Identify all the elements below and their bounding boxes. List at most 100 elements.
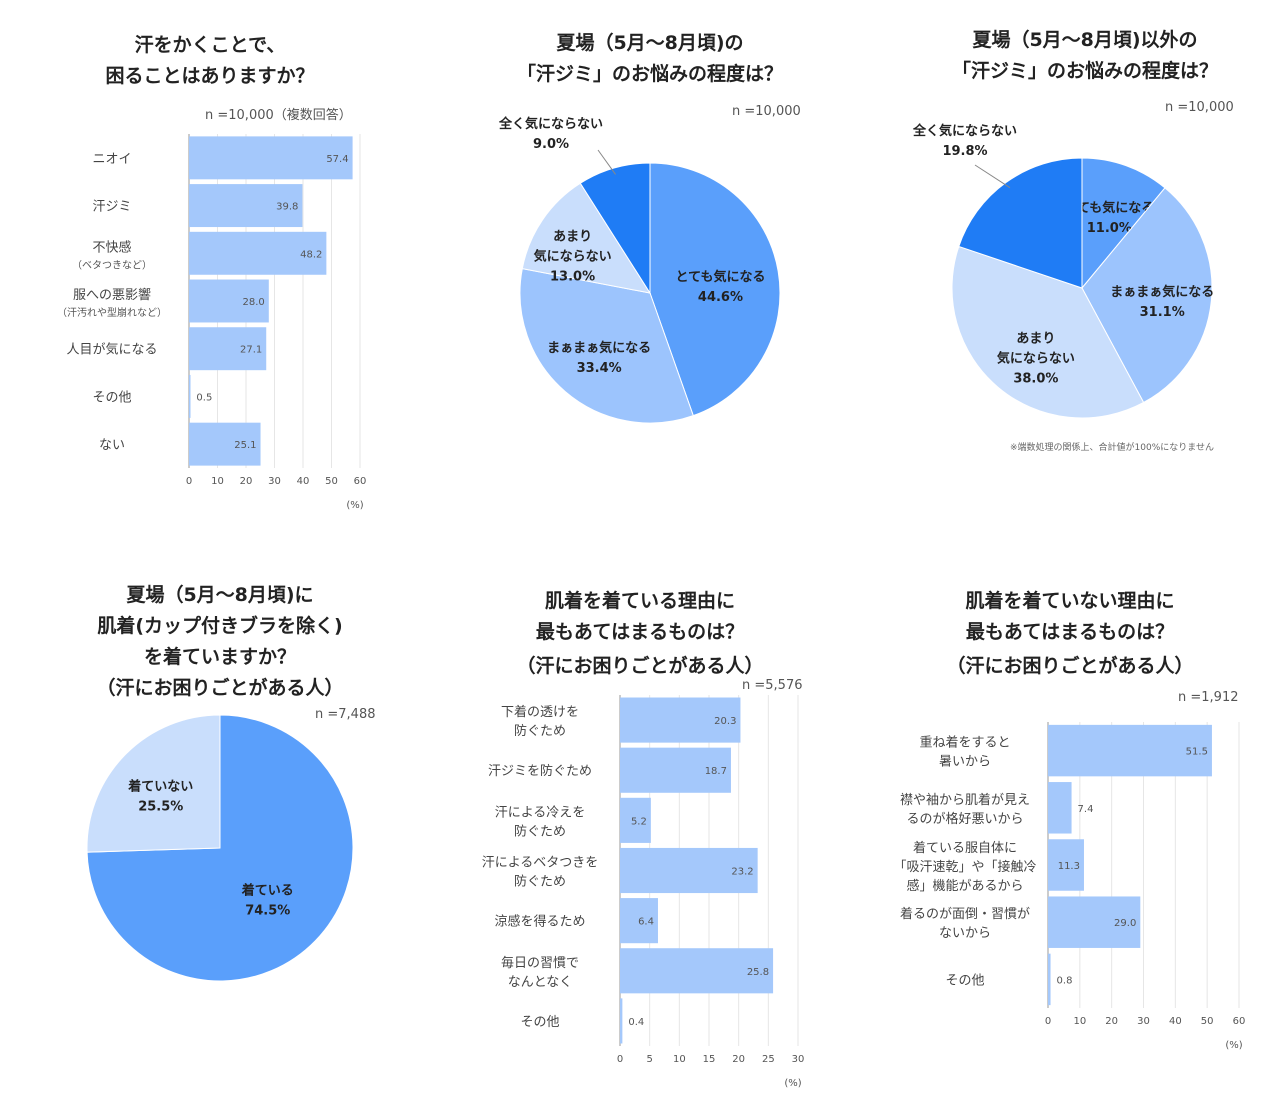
chart5-data-label: 23.2	[731, 867, 753, 878]
chart1-x-tick-label: 10	[211, 476, 224, 487]
chart6-data-label: 7.4	[1078, 804, 1094, 815]
chart4-slice-value: 74.5%	[245, 903, 290, 918]
chart3-pie-slice	[951, 245, 1145, 419]
chart5-x-tick-label: 30	[792, 1054, 805, 1065]
chart6-data-label: 0.8	[1057, 975, 1073, 986]
chart1-bar	[189, 279, 269, 323]
chart1-title: 汗をかくことで、 困ることはありますか？	[105, 34, 315, 87]
chart6-n: n =1,912	[1178, 690, 1239, 705]
chart6-data-label: 51.5	[1186, 747, 1208, 758]
chart5-bar	[620, 747, 731, 793]
chart1-data-label: 28.0	[243, 297, 265, 308]
chart6-x-tick-label: 0	[1045, 1016, 1051, 1027]
chart6-bar	[1048, 839, 1084, 891]
chart4-slice-label: 着ている	[241, 882, 294, 898]
chart3-slice-label: あまり気にならない	[997, 332, 1075, 367]
chart1-x-tick-label: 20	[240, 476, 253, 487]
chart3-pie-slice	[1081, 187, 1213, 404]
chart2-slice-value: 33.4%	[577, 361, 622, 376]
chart1-category-label: その他	[92, 390, 131, 405]
chart5-x-tick-label: 10	[673, 1054, 686, 1065]
chart5-data-label: 6.4	[638, 917, 654, 928]
chart2-slice-label: まぁまぁ気になる	[547, 340, 651, 356]
chart6-subtitle: （汗にお困りごとがある人）	[946, 655, 1194, 677]
chart5-category-label: 汗による冷えを防ぐため	[495, 805, 586, 839]
chart5-category-label: 涼感を得るため	[494, 914, 585, 930]
chart5-bar	[620, 998, 623, 1044]
chart3-pie-slice	[958, 157, 1083, 289]
chart5-bar	[620, 797, 651, 843]
chart2-pie-slice	[519, 268, 694, 424]
chart5-data-label: 25.8	[747, 967, 769, 978]
chart1-data-label: 39.8	[276, 202, 298, 213]
chart1-category-sublabel: （汗汚れや型崩れなど）	[57, 306, 167, 319]
chart1-data-label: 48.2	[300, 249, 322, 260]
chart3-footnote: ※端数処理の関係上、合計値が100%になりません	[1010, 443, 1215, 453]
chart3-leader-line	[974, 164, 1011, 189]
chart5-bar	[620, 898, 658, 944]
chart1-category-label: ない	[99, 438, 125, 453]
chart1-data-label: 27.1	[240, 345, 262, 356]
chart1-bar	[189, 184, 303, 228]
chart6-data-label: 29.0	[1114, 918, 1136, 929]
chart1-category-label: 不快感	[92, 239, 131, 255]
chart2-slice-value: 9.0%	[533, 137, 569, 152]
chart6-bar	[1048, 896, 1141, 948]
chart6-x-tick-label: 10	[1073, 1016, 1086, 1027]
chart1-category-label: 人目が気になる	[66, 342, 157, 358]
chart6-bar	[1048, 953, 1051, 1006]
chart4-subtitle: （汗にお困りごとがある人）	[96, 677, 344, 699]
chart6-x-tick-label: 20	[1105, 1016, 1118, 1027]
chart6-bar	[1048, 724, 1212, 777]
chart2-leader-line	[597, 149, 616, 175]
chart6-x-tick-label: 60	[1233, 1016, 1246, 1027]
chart2-slice-value: 44.6%	[698, 290, 743, 305]
chart3-slice-label: 全く気にならない	[912, 123, 1017, 139]
chart1-bar	[189, 136, 353, 180]
chart5-category-label: 下着の透けを防ぐため	[501, 704, 579, 739]
chart6-category-label: 重ね着をすると暑いから	[919, 735, 1010, 770]
chart2-pie-slice	[521, 182, 652, 294]
chart5-category-label: その他	[520, 1015, 559, 1030]
chart5-data-label: 18.7	[705, 766, 727, 777]
chart2-pie-slice	[649, 162, 781, 417]
chart3-slice-value: 31.1%	[1140, 305, 1185, 320]
chart6-unit-label: (%)	[1225, 1040, 1242, 1051]
chart4-n: n =7,488	[315, 707, 376, 722]
chart5-data-label: 5.2	[631, 816, 647, 827]
chart1-category-sublabel: （ベタつきなど）	[72, 259, 152, 271]
chart1-bar	[189, 327, 267, 371]
chart5-bar	[620, 697, 741, 743]
chart6-bar	[1048, 782, 1072, 834]
chart5-bar	[620, 948, 774, 994]
chart6-category-label: 襟や袖から肌着が見えるのが格好悪いから	[900, 792, 1030, 827]
chart1-bar	[189, 374, 191, 418]
chart2-slice-value: 13.0%	[550, 269, 595, 284]
chart2-title: 夏場（5月〜8月頃)の 「汗ジミ」のお悩みの程度は？	[516, 32, 783, 85]
chart6-x-tick-label: 40	[1169, 1016, 1182, 1027]
chart1-x-tick-label: 0	[186, 476, 192, 487]
chart3-pie-slice	[1081, 157, 1166, 290]
chart2-pie-slice	[579, 162, 651, 295]
chart1-n: n =10,000（複数回答）	[205, 108, 352, 123]
chart4-pie-slice	[86, 714, 221, 853]
chart6-x-tick-label: 30	[1137, 1016, 1150, 1027]
chart5-data-label: 20.3	[714, 716, 736, 727]
chart5-data-label: 0.4	[628, 1017, 644, 1028]
chart1-category-label: 服への悪影響	[73, 287, 151, 303]
chart1-category-label: 汗ジミ	[92, 200, 131, 215]
chart5-x-tick-label: 25	[762, 1054, 775, 1065]
chart5-category-label: 毎日の習慣でなんとなく	[501, 955, 579, 990]
chart1-bar	[189, 422, 261, 466]
chart4-pie-slice	[86, 714, 354, 982]
chart3-slice-label: とても気になる	[1064, 200, 1154, 216]
chart6-x-tick-label: 50	[1201, 1016, 1214, 1027]
chart1-category-label: ニオイ	[92, 152, 131, 167]
chart5-x-tick-label: 20	[732, 1054, 745, 1065]
chart6-category-label: その他	[945, 973, 984, 988]
chart6-category-label: 着るのが面倒・習慣がないから	[900, 906, 1030, 941]
chart3-slice-label: まぁまぁ気になる	[1110, 284, 1214, 300]
chart6-category-label: 着ている服自体に「吸汗速乾」や「接触冷感」機能があるから	[893, 840, 1036, 894]
chart2-slice-label: 全く気にならない	[498, 116, 603, 132]
